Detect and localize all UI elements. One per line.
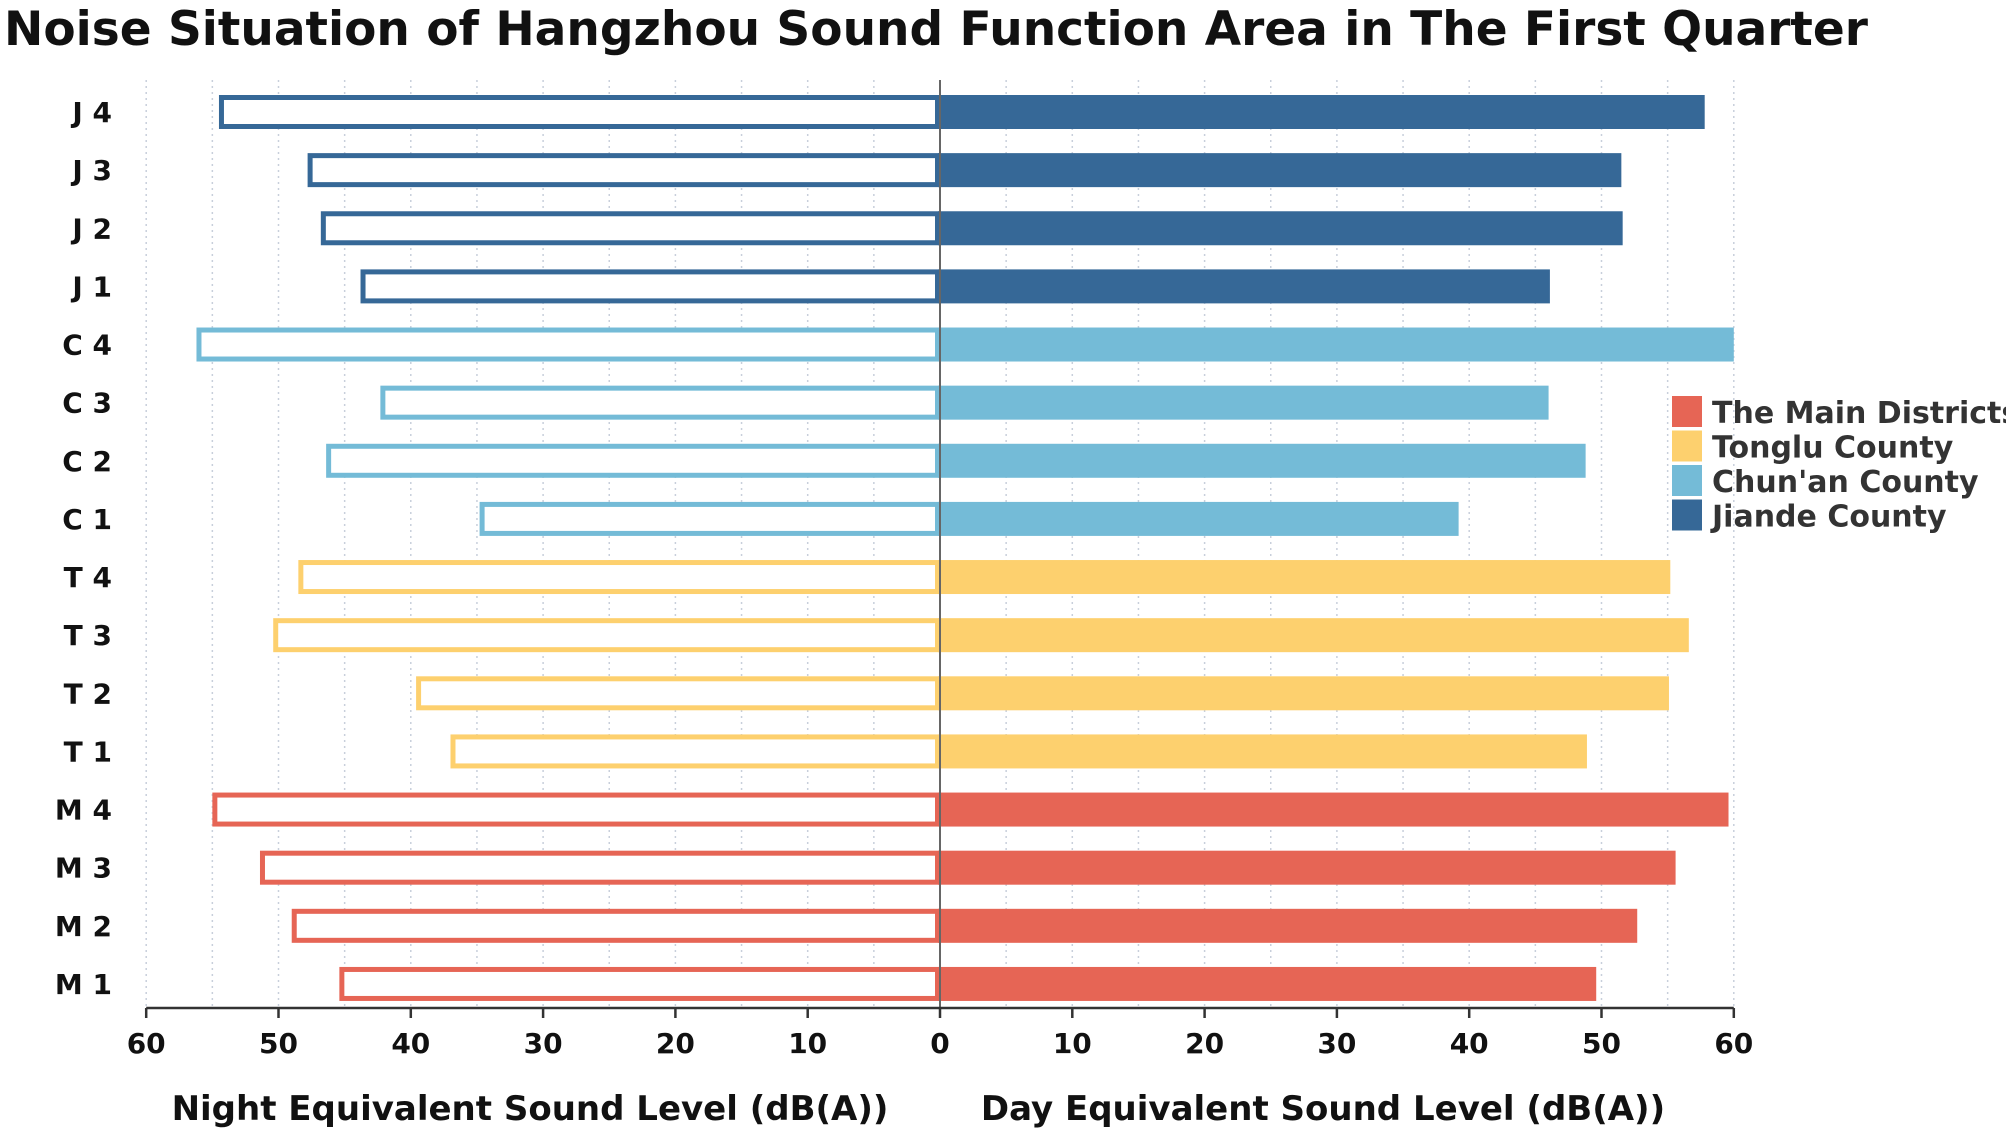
bar-night	[450, 734, 940, 769]
bar-day	[938, 792, 1729, 827]
x-tick-label: 40	[391, 1027, 430, 1060]
category-label: T 1	[64, 735, 112, 768]
legend-label: Chun'an County	[1712, 465, 1979, 500]
bar-night	[380, 385, 941, 420]
legend-swatch	[1672, 396, 1702, 427]
category-label: M 2	[55, 910, 112, 943]
category-label: M 1	[55, 968, 112, 1001]
x-tick-label: 10	[788, 1027, 827, 1060]
category-label: M 4	[55, 794, 112, 827]
bar-night	[298, 560, 941, 595]
x-tick-label: 60	[127, 1027, 166, 1060]
bar-day	[938, 327, 1734, 362]
bar-layer	[196, 95, 1734, 1001]
bar-day	[938, 908, 1638, 943]
x-axis-label-day: Day Equivalent Sound Level (dB(A))	[981, 1089, 1665, 1129]
bar-night	[273, 618, 940, 653]
legend-label: Tonglu County	[1712, 431, 1954, 466]
bar-night	[339, 966, 941, 1001]
axis-layer	[144, 80, 1736, 1018]
x-axis-label-night: Night Equivalent Sound Level (dB(A))	[172, 1089, 889, 1129]
bar-day	[938, 966, 1597, 1001]
legend-swatch	[1672, 465, 1702, 496]
bar-night	[326, 443, 940, 478]
category-label: C 4	[62, 329, 112, 362]
x-tick-label: 30	[1317, 1027, 1356, 1060]
bar-night	[218, 95, 940, 129]
bar-night	[360, 269, 940, 304]
category-label: J 2	[70, 212, 112, 245]
category-label: C 2	[62, 445, 112, 478]
bar-night	[320, 211, 940, 246]
legend-label: Jiande County	[1710, 500, 1947, 535]
bar-day	[938, 211, 1623, 246]
category-label: J 3	[70, 154, 112, 187]
chart-title: Noise Situation of Hangzhou Sound Functi…	[4, 2, 1868, 57]
legend-swatch	[1672, 499, 1702, 531]
category-label: C 1	[62, 503, 112, 536]
bar-day	[938, 385, 1549, 420]
x-tick-label: 30	[524, 1027, 563, 1060]
x-tick-label: 50	[1582, 1027, 1621, 1060]
bar-night	[259, 850, 940, 885]
bar-day	[938, 443, 1586, 478]
label-layer: J 4 J 3 J 2 J 1 C 4 C 3 C 2 C 1 T 4 T 3 T 2 T 1 M 4 M…	[55, 96, 1753, 1060]
x-tick-label: 10	[1053, 1027, 1092, 1060]
x-tick-label: 20	[1185, 1027, 1224, 1060]
category-label: T 3	[64, 619, 112, 652]
bar-night	[416, 676, 941, 711]
legend-label: The Main Districts	[1712, 396, 2006, 431]
legend-swatch	[1672, 430, 1702, 462]
category-label: M 3	[55, 852, 112, 885]
bar-night	[479, 501, 940, 536]
category-label: T 2	[64, 677, 112, 710]
category-label: J 1	[70, 270, 112, 303]
grid-layer	[145, 80, 1735, 1008]
bar-day	[938, 560, 1671, 595]
category-label: J 4	[70, 96, 112, 129]
bar-day	[938, 676, 1669, 711]
category-label: T 4	[64, 561, 112, 594]
category-label: C 3	[62, 387, 112, 420]
bar-day	[938, 501, 1459, 536]
x-tick-label: 20	[656, 1027, 695, 1060]
x-tick-label: 50	[259, 1027, 298, 1060]
bar-day	[938, 734, 1587, 769]
bar-day	[938, 850, 1676, 885]
x-tick-label: 0	[930, 1027, 949, 1060]
bar-night	[212, 792, 941, 827]
bar-day	[938, 618, 1689, 653]
bar-night	[307, 153, 940, 188]
bar-day	[938, 269, 1550, 304]
bar-day	[938, 153, 1622, 188]
bar-night	[196, 327, 940, 362]
bar-day	[938, 95, 1705, 129]
x-tick-label: 40	[1450, 1027, 1489, 1060]
x-tick-label: 60	[1714, 1027, 1753, 1060]
bar-night	[291, 908, 941, 943]
